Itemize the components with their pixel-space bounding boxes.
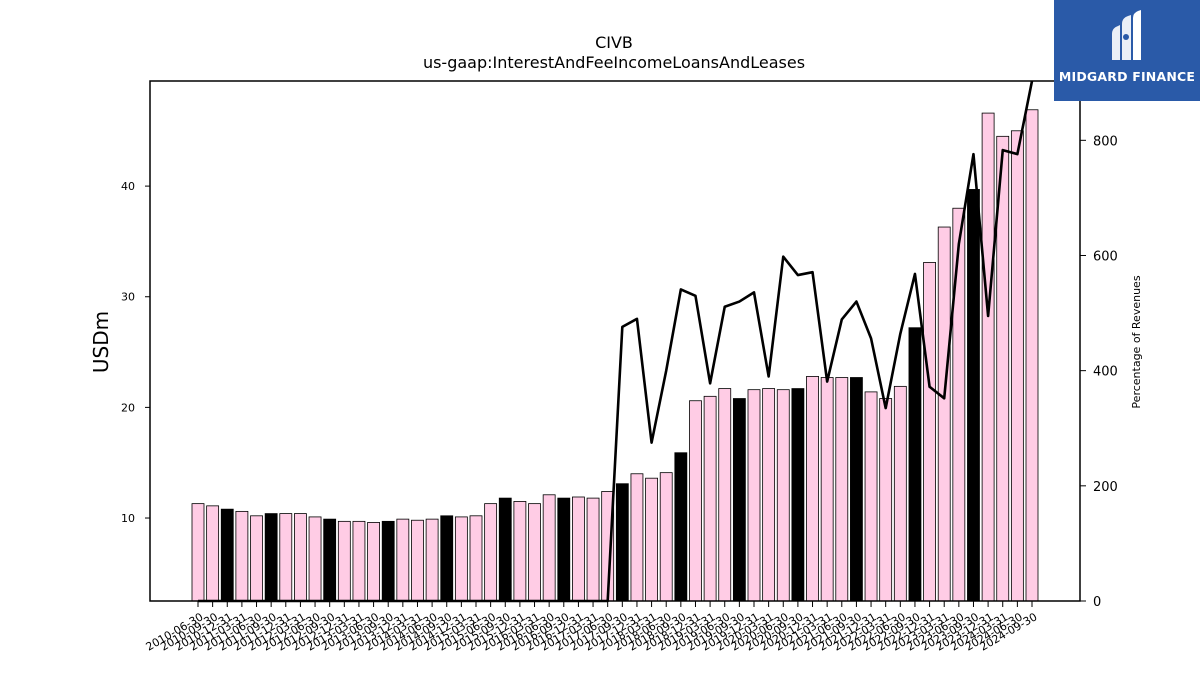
- y2-axis-label: Percentage of Revenues: [1130, 275, 1143, 408]
- bar-2014-03-31: [411, 519, 424, 602]
- bar-2016-12-31: [572, 496, 585, 602]
- bar-2016-09-30: [557, 497, 571, 602]
- bar-2018-03-31: [645, 477, 658, 602]
- y2-tick-label: 0: [1093, 595, 1101, 610]
- bar-2022-06-30: [893, 385, 907, 602]
- bar-2023-12-31: [981, 112, 995, 602]
- y-axis-label: USDm: [89, 311, 113, 373]
- chart-subtitle: us-gaap:InterestAndFeeIncomeLoansAndLeas…: [423, 53, 805, 72]
- bar-2013-06-30: [367, 522, 380, 602]
- chart-title: CIVB: [595, 33, 633, 52]
- bar-2020-03-31: [762, 388, 776, 602]
- y-tick-label: 40: [121, 180, 135, 193]
- y2-tick-label: 200: [1093, 480, 1118, 495]
- y-tick-label: 30: [121, 291, 135, 304]
- bar-2018-09-30: [674, 452, 688, 602]
- bar-2023-03-31: [937, 226, 951, 602]
- bar-2019-09-30: [732, 398, 746, 602]
- bar-2010-06-30: [191, 503, 205, 602]
- bar-2017-12-31: [630, 473, 644, 602]
- bar-2013-12-31: [396, 518, 410, 602]
- x-axis: 2010-06-302010-09-302010-12-312011-03-31…: [144, 601, 1040, 654]
- brand-name: MIDGARD FINANCE: [1058, 69, 1196, 84]
- bar-2010-09-30: [206, 505, 220, 602]
- bar-2011-06-30: [250, 515, 263, 602]
- bar-2014-12-31: [454, 516, 468, 602]
- bar-2024-06-30: [1010, 130, 1024, 602]
- bar-2021-06-30: [835, 377, 849, 602]
- bar-2012-09-30: [323, 518, 337, 602]
- bar-2012-06-30: [308, 516, 322, 602]
- midgard-logo-icon: [1112, 10, 1141, 60]
- plot-frame: [149, 80, 1081, 602]
- bar-2023-09-30: [967, 189, 980, 602]
- bar-2016-06-30: [542, 494, 556, 602]
- bar-2019-03-31: [703, 395, 717, 602]
- bar-2018-12-31: [689, 400, 702, 602]
- bar-2022-09-30: [908, 327, 922, 602]
- y2-tick-label: 400: [1093, 365, 1118, 380]
- bar-2019-06-30: [718, 388, 732, 602]
- bar-2015-03-31: [469, 515, 483, 602]
- bar-2014-09-30: [440, 515, 454, 602]
- bar-2024-09-30: [1025, 109, 1039, 602]
- brand-logo: MIDGARD FINANCE: [1054, 0, 1200, 101]
- bar-group: [191, 109, 1039, 602]
- bar-2011-03-31: [235, 510, 249, 602]
- line-group: [198, 80, 1034, 603]
- bar-2015-09-30: [498, 497, 512, 602]
- bar-2012-12-31: [337, 520, 351, 602]
- y2-tick-label: 800: [1093, 134, 1118, 149]
- bar-2010-12-31: [220, 508, 234, 602]
- bar-2016-03-31: [528, 503, 541, 602]
- bar-2018-06-30: [659, 472, 673, 602]
- bar-2013-09-30: [381, 520, 395, 602]
- bar-2020-09-30: [791, 388, 805, 602]
- bar-2022-12-31: [923, 262, 936, 602]
- bar-2019-12-31: [747, 389, 761, 602]
- bar-2020-12-31: [806, 375, 819, 602]
- bar-2015-06-30: [484, 503, 498, 602]
- bar-2012-03-31: [294, 513, 307, 602]
- bar-2017-09-30: [615, 483, 629, 602]
- bar-2011-09-30: [264, 513, 278, 602]
- y2-tick-label: 600: [1093, 249, 1118, 264]
- y-tick-label: 20: [121, 401, 135, 414]
- bar-2021-03-31: [820, 377, 834, 602]
- bar-2011-12-31: [279, 513, 293, 602]
- bar-2021-09-30: [850, 377, 863, 602]
- bar-2020-06-30: [776, 389, 790, 602]
- y-tick-label: 10: [121, 512, 135, 525]
- bar-2021-12-31: [864, 391, 878, 602]
- bar-2022-03-31: [879, 398, 893, 602]
- bar-2013-03-31: [352, 520, 366, 602]
- bar-2023-06-30: [952, 207, 966, 602]
- bar-2015-12-31: [513, 501, 527, 602]
- bar-2014-06-30: [425, 518, 439, 602]
- percentage-line: [198, 80, 1034, 603]
- y-axis-right: 0 200 400 600 800: [1080, 134, 1118, 610]
- y-axis-left: 10 20 30 40: [121, 180, 150, 525]
- bar-2017-03-31: [586, 497, 600, 602]
